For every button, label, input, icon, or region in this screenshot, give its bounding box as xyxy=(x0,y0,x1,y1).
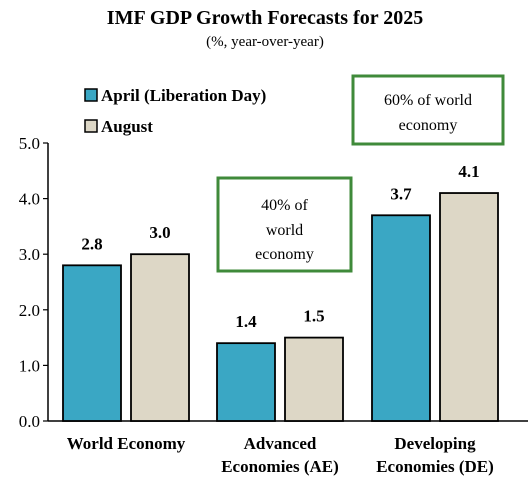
data-label: 3.7 xyxy=(390,184,412,203)
y-tick-label: 0.0 xyxy=(19,412,40,431)
data-label: 3.0 xyxy=(149,223,170,242)
annotation-text: economy xyxy=(399,117,458,134)
y-tick-label: 3.0 xyxy=(19,245,40,264)
category-label: Economies (AE) xyxy=(221,457,339,476)
annotation-box xyxy=(216,176,353,273)
y-tick-label: 5.0 xyxy=(19,134,40,153)
y-tick-label: 2.0 xyxy=(19,301,40,320)
bar xyxy=(371,214,431,422)
annotation-text: 60% of world xyxy=(384,92,472,109)
y-tick-label: 1.0 xyxy=(19,356,40,375)
chart-title: IMF GDP Growth Forecasts for 2025 xyxy=(107,7,423,29)
plot-area: 0.0 1.0 2.0 3.0 4.0 5.0 2.8 1.4 3.7 3.0 1.5 4.1 Worl… xyxy=(19,74,528,476)
legend-swatch xyxy=(84,119,98,133)
y-tick-label: 4.0 xyxy=(19,190,40,209)
legend-label: April (Liberation Day) xyxy=(101,86,266,105)
annotation-text: 40% of xyxy=(261,197,308,214)
category-label: Developing xyxy=(394,434,476,453)
data-label: 4.1 xyxy=(458,162,479,181)
annotation-text: economy xyxy=(255,246,314,263)
category-label: World Economy xyxy=(67,434,186,453)
bar xyxy=(439,192,499,422)
bar xyxy=(130,253,190,422)
legend-label: August xyxy=(101,117,153,136)
chart-subtitle: (%, year-over-year) xyxy=(206,34,324,50)
annotation-box xyxy=(351,74,505,146)
data-label: 1.5 xyxy=(303,307,324,326)
bar xyxy=(62,264,122,422)
data-label: 1.4 xyxy=(235,312,257,331)
category-label: Economies (DE) xyxy=(376,457,494,476)
bar xyxy=(216,342,276,422)
annotation-text: world xyxy=(266,222,303,239)
data-label: 2.8 xyxy=(81,234,102,253)
legend-swatch xyxy=(84,88,98,102)
category-label: Advanced xyxy=(244,434,317,453)
bar xyxy=(284,336,344,422)
